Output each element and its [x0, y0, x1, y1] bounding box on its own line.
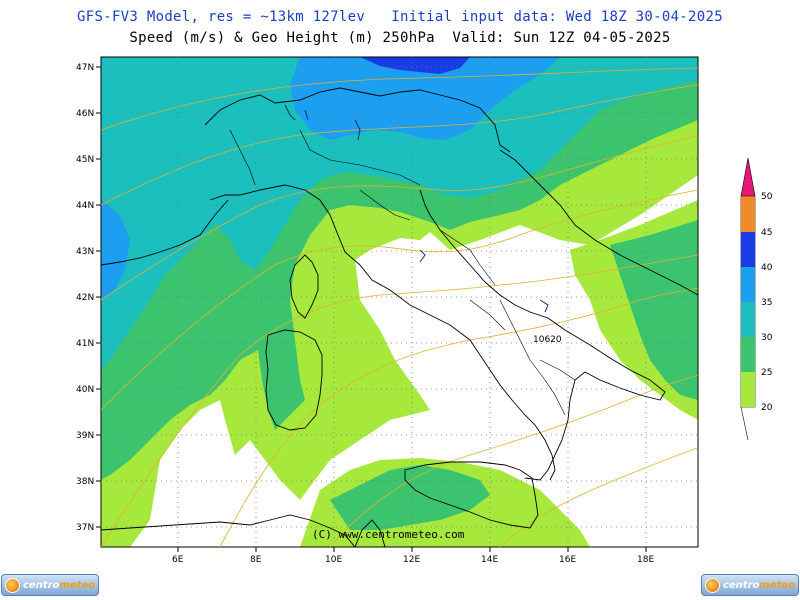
lat-label: 38N	[76, 477, 94, 487]
brand-logo-left[interactable]: centrometeo	[1, 574, 99, 596]
legend-label: 40	[761, 263, 773, 273]
lakes	[284, 104, 549, 313]
lat-label: 42N	[76, 293, 94, 303]
brand-name: centrometeo	[22, 579, 96, 591]
lat-label: 43N	[76, 247, 94, 257]
legend-arrow-bottom	[740, 406, 749, 441]
lat-label: 44N	[76, 201, 94, 211]
legend-swatch	[741, 267, 755, 302]
legend-swatch	[741, 302, 755, 337]
map-frame	[100, 56, 699, 548]
legend-arrow-top	[740, 157, 756, 197]
wind-speed-shading	[101, 57, 698, 547]
corsica	[289, 254, 319, 319]
alpine-border	[204, 87, 511, 153]
france-coast	[101, 199, 229, 266]
lat-label: 39N	[76, 431, 94, 441]
legend-swatch	[741, 337, 755, 372]
sicily	[404, 461, 539, 529]
lon-label: 18E	[637, 555, 654, 565]
legend-swatch	[741, 372, 755, 407]
legend-label: 50	[761, 192, 773, 202]
regional-borders	[229, 129, 576, 416]
lon-label: 14E	[481, 555, 498, 565]
chart-title-line1: GFS-FV3 Model, res = ~13km 127lev Initia…	[77, 9, 723, 25]
lon-label: 12E	[403, 555, 420, 565]
color-legend: 20 25 30 35 40 45 50	[740, 157, 773, 441]
lon-label: 8E	[250, 555, 262, 565]
coastlines	[101, 87, 698, 547]
longitude-labels: 6E 8E 10E 12E 14E 16E 18E	[172, 547, 654, 565]
italy-coast-west	[209, 184, 556, 481]
speed-band-35	[290, 57, 560, 140]
height-contours	[101, 67, 698, 547]
speed-band-25-east	[610, 220, 698, 400]
tunisia-coast	[354, 519, 386, 547]
lat-label: 37N	[76, 523, 94, 533]
balkan-coast	[499, 149, 698, 296]
graticule	[101, 57, 698, 547]
legend-label: 45	[761, 228, 772, 238]
chart-title-line2: Speed (m/s) & Geo Height (m) 250hPa Vali…	[129, 30, 671, 46]
brand-logo-right[interactable]: centrometeo	[701, 574, 799, 596]
africa-coast	[101, 514, 356, 547]
legend-swatch	[741, 232, 755, 267]
sardinia	[265, 329, 323, 431]
italy-coast-east	[419, 189, 666, 456]
lat-label: 46N	[76, 109, 94, 119]
globe-icon	[4, 577, 20, 593]
speed-band-30	[101, 57, 698, 370]
speed-band-25-south	[330, 465, 490, 530]
legend-label: 25	[761, 368, 772, 378]
lon-label: 16E	[559, 555, 576, 565]
latitude-labels: 47N 46N 45N 44N 43N 42N 41N 40N 39N 38N …	[76, 63, 101, 533]
brand-name: centrometeo	[722, 579, 796, 591]
contour-label: 10620	[533, 335, 562, 345]
lat-label: 41N	[76, 339, 94, 349]
lon-label: 6E	[172, 555, 184, 565]
speed-band-40	[360, 57, 470, 74]
legend-label: 20	[761, 403, 773, 413]
legend-label: 35	[761, 298, 772, 308]
lat-label: 40N	[76, 385, 94, 395]
globe-icon	[704, 577, 720, 593]
lat-label: 45N	[76, 155, 94, 165]
lon-label: 10E	[325, 555, 342, 565]
lat-label: 47N	[76, 63, 94, 73]
speed-band-35-west	[101, 200, 130, 300]
legend-label: 30	[761, 333, 773, 343]
legend-swatch	[741, 196, 755, 232]
copyright-text: (C) www.centrometeo.com	[312, 528, 465, 541]
